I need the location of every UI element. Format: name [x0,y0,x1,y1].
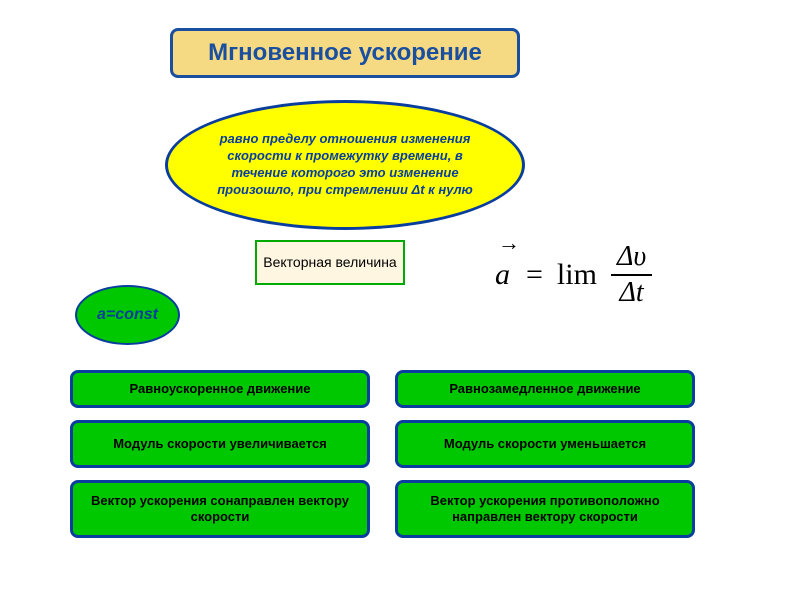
label-accelerated: Равноускоренное движение [130,381,311,397]
label-decelerated: Равнозамедленное движение [449,381,640,397]
formula-numerator: Δυ [611,240,652,274]
definition-ellipse: равно пределу отношения изменения скорос… [165,100,525,230]
box-vector-codirectional: Вектор ускорения сонаправлен вектору ско… [70,480,370,538]
formula-lhs: a [495,258,510,292]
a-const-text: a=const [97,306,158,324]
box-speed-decreases: Модуль скорости уменьшается [395,420,695,468]
title-text: Мгновенное ускорение [208,39,482,67]
formula-lim: lim [557,258,597,292]
box-accelerated-motion: Равноускоренное движение [70,370,370,408]
a-const-ellipse: a=const [75,285,180,345]
vector-quantity-text: Векторная величина [263,254,396,271]
box-decelerated-motion: Равнозамедленное движение [395,370,695,408]
vector-arrow-icon: → [498,230,520,256]
formula-fraction: Δυ Δt [611,240,652,309]
label-vector-codirectional: Вектор ускорения сонаправлен вектору ско… [81,493,359,524]
formula-denominator: Δt [613,276,649,310]
title-box: Мгновенное ускорение [170,28,520,78]
vector-quantity-box: Векторная величина [255,240,405,285]
box-speed-increases: Модуль скорости увеличивается [70,420,370,468]
formula-eq: = [526,258,543,292]
box-vector-opposite: Вектор ускорения противоположно направле… [395,480,695,538]
label-vector-opposite: Вектор ускорения противоположно направле… [406,493,684,524]
label-speed-decreases: Модуль скорости уменьшается [444,436,646,452]
definition-text: равно пределу отношения изменения скорос… [198,131,492,199]
formula: → a = lim Δυ Δt [495,230,775,320]
label-speed-increases: Модуль скорости увеличивается [113,436,327,452]
